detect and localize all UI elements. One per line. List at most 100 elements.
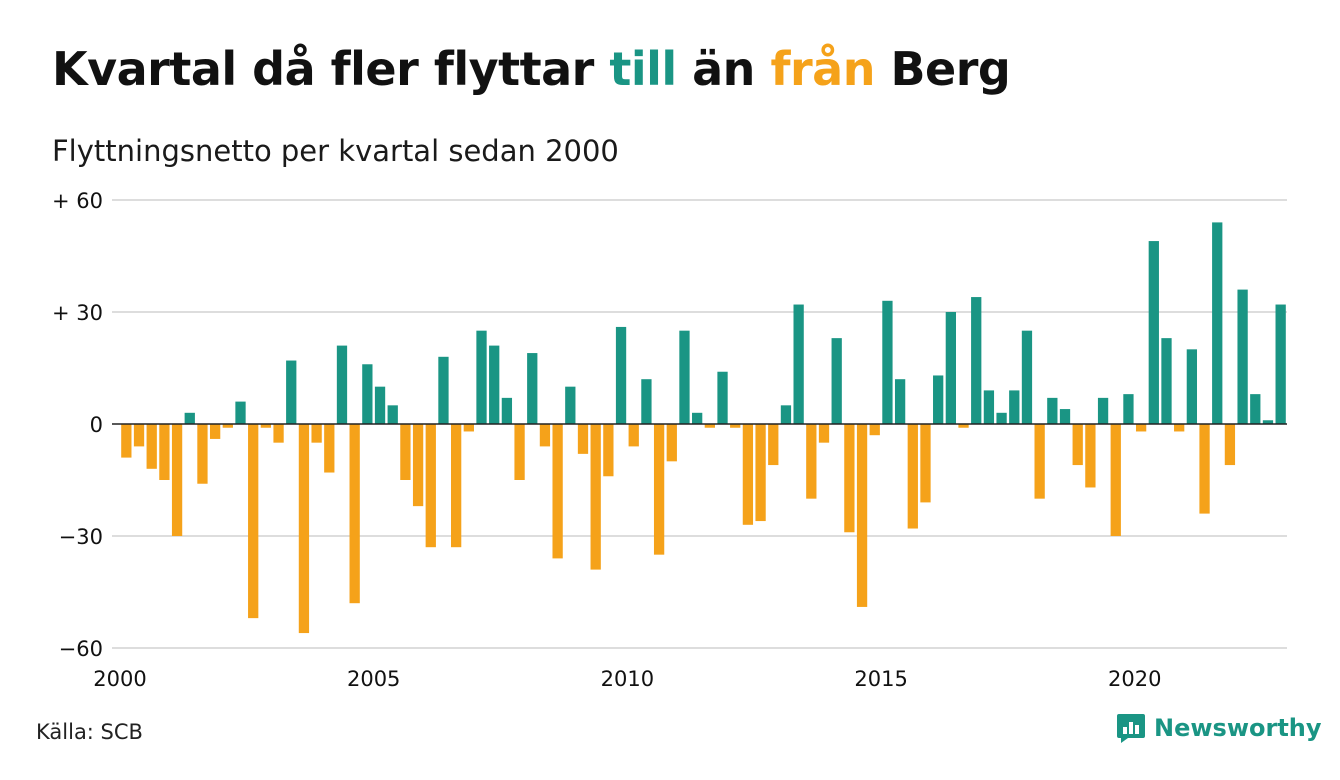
bar (717, 371, 728, 424)
bar (983, 390, 995, 424)
bar (603, 424, 614, 477)
bar (653, 424, 665, 555)
bar (793, 304, 804, 424)
bar (527, 353, 538, 424)
bar (336, 345, 348, 424)
brand-logo: Newsworthy (1116, 712, 1322, 744)
bar (1072, 424, 1083, 466)
bar (1161, 338, 1172, 424)
bar (869, 424, 880, 436)
bar (894, 379, 906, 424)
bar (1199, 424, 1210, 514)
bar (933, 375, 944, 424)
title-part-1: Kvartal då fler flyttar (52, 42, 610, 96)
bar (742, 424, 754, 525)
bar (907, 424, 918, 529)
bar (1275, 304, 1286, 424)
bar (298, 424, 310, 634)
bar (755, 424, 766, 522)
bar (1148, 241, 1159, 424)
bar (489, 345, 500, 424)
bar (501, 397, 513, 424)
y-tick-label: −60 (59, 637, 103, 661)
y-tick-label: + 30 (52, 301, 103, 325)
bar (1047, 397, 1058, 424)
bar (818, 424, 830, 443)
bar (311, 424, 322, 443)
bar (768, 424, 779, 466)
bar (1009, 390, 1020, 424)
bar (1097, 397, 1109, 424)
bar (425, 424, 436, 548)
bar (476, 330, 487, 424)
bar (539, 424, 551, 447)
bar (780, 405, 792, 424)
bar (235, 401, 246, 424)
bar (374, 386, 386, 424)
bar (209, 424, 221, 439)
bar (958, 424, 969, 428)
bar (831, 338, 842, 424)
bar (197, 424, 208, 484)
bar (400, 424, 411, 480)
bar (1237, 289, 1248, 424)
bar (692, 412, 703, 424)
bar (121, 424, 132, 458)
bar (590, 424, 601, 570)
bar (412, 424, 424, 507)
title-till: till (609, 42, 677, 96)
bar (514, 424, 525, 480)
axes: + 60 + 30 0 −30 −60 2000 2005 2010 2015 2020 (52, 189, 1287, 691)
bar (1085, 424, 1096, 488)
title-fran: från (770, 42, 875, 96)
bar (945, 312, 956, 424)
x-tick-label: 2000 (93, 667, 146, 691)
title-part-2: än (676, 42, 771, 96)
bar (628, 424, 639, 447)
bar (362, 364, 373, 424)
bar (1123, 394, 1134, 424)
bar (222, 424, 233, 428)
bar (641, 379, 652, 424)
bar (387, 405, 398, 424)
bar (463, 424, 474, 432)
bar (171, 424, 183, 536)
bar (324, 424, 335, 473)
x-tick-label: 2015 (854, 667, 907, 691)
bar (577, 424, 589, 454)
source-note: Källa: SCB (36, 720, 143, 744)
bar (159, 424, 170, 480)
y-tick-label: 0 (90, 413, 103, 437)
bar (1262, 420, 1274, 424)
bar-chart-bubble-icon (1117, 714, 1145, 743)
bars (121, 222, 1286, 634)
bar (248, 424, 259, 619)
brand-name: Newsworthy (1154, 714, 1322, 742)
bar (1186, 349, 1198, 424)
bar (260, 424, 272, 428)
x-tick-label: 2005 (347, 667, 400, 691)
bar (146, 424, 157, 469)
bar (971, 297, 982, 424)
bar (286, 360, 297, 424)
bar (1224, 424, 1236, 466)
bar (565, 386, 576, 424)
chart-subtitle: Flyttningsnetto per kvartal sedan 2000 (52, 134, 619, 168)
bar (704, 424, 715, 428)
bar (1034, 424, 1045, 499)
bar (806, 424, 817, 499)
bar (1110, 424, 1121, 536)
bar (552, 424, 563, 559)
title-part-3: Berg (874, 42, 1011, 96)
bar (1212, 222, 1223, 424)
x-tick-label: 2010 (601, 667, 654, 691)
y-tick-label: + 60 (52, 189, 103, 213)
bar (615, 326, 627, 424)
bar (1021, 330, 1033, 424)
bar (438, 356, 449, 424)
chart-title: Kvartal då fler flyttar till än från Ber… (52, 42, 1011, 96)
bar (679, 330, 690, 424)
bar (844, 424, 855, 533)
bar (349, 424, 360, 604)
bar (1135, 424, 1147, 432)
